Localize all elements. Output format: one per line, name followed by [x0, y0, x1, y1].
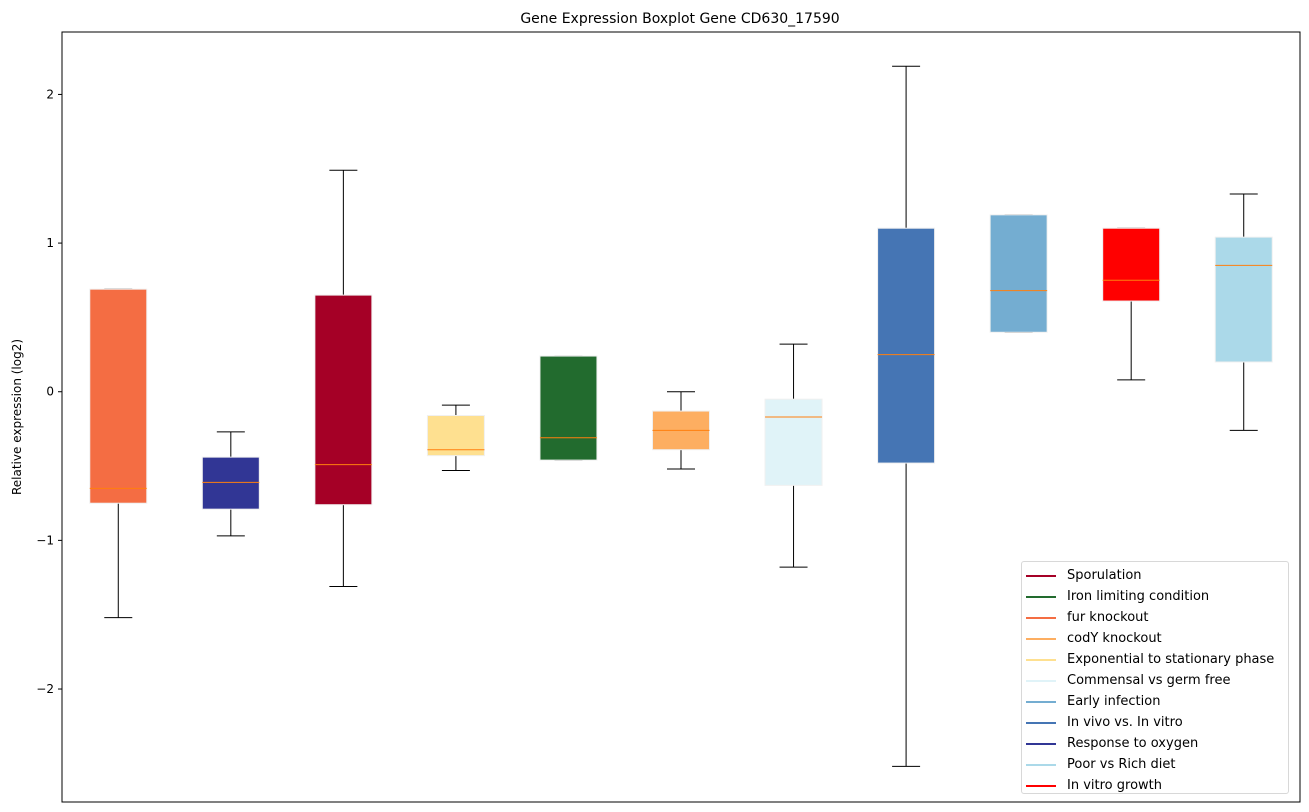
- box: [877, 227, 936, 464]
- legend-line-icon: [1026, 637, 1056, 640]
- legend-item: Early infection: [1022, 691, 1288, 712]
- legend-item: Poor vs Rich diet: [1022, 754, 1288, 775]
- box-group: [539, 355, 598, 461]
- legend-label: codY knockout: [1067, 631, 1162, 646]
- y-tick-label: −1: [36, 533, 54, 547]
- y-tick-label: 1: [46, 236, 54, 250]
- legend-label: Poor vs Rich diet: [1067, 757, 1176, 772]
- legend-item: codY knockout: [1022, 628, 1288, 649]
- legend-line-icon: [1026, 679, 1056, 682]
- box-group: [426, 404, 485, 472]
- legend-label: fur knockout: [1067, 610, 1149, 625]
- box: [539, 355, 598, 461]
- legend-line-icon: [1026, 700, 1056, 703]
- chart-title: Gene Expression Boxplot Gene CD630_17590: [520, 11, 839, 27]
- box-group: [201, 431, 260, 537]
- legend-label: Response to oxygen: [1067, 736, 1199, 751]
- y-tick-label: −2: [36, 682, 54, 696]
- y-tick-label: 2: [46, 87, 54, 101]
- legend-line-icon: [1026, 721, 1056, 724]
- legend-label: Early infection: [1067, 694, 1161, 709]
- legend-label: Commensal vs germ free: [1067, 673, 1231, 688]
- legend-item: In vitro growth: [1022, 775, 1288, 796]
- box: [426, 415, 485, 457]
- box: [89, 288, 148, 504]
- plot-frame: [61, 31, 1301, 803]
- legend-line-icon: [1026, 784, 1056, 787]
- box-group: [314, 169, 373, 587]
- box-group: [877, 65, 936, 767]
- legend-item: Iron limiting condition: [1022, 586, 1288, 607]
- y-axis-label: Relative expression (log2): [10, 339, 24, 495]
- box: [314, 294, 373, 506]
- box-group: [652, 391, 710, 470]
- legend-item: Response to oxygen: [1022, 733, 1288, 754]
- box-group: [1102, 227, 1161, 381]
- legend-item: In vivo vs. In vitro: [1022, 712, 1288, 733]
- legend-label: Sporulation: [1067, 568, 1142, 583]
- legend-label: In vitro growth: [1067, 778, 1162, 793]
- box-group: [764, 343, 823, 568]
- y-tick-label: 0: [46, 385, 54, 399]
- box: [1214, 236, 1273, 363]
- legend-line-icon: [1026, 595, 1056, 598]
- legend-line-icon: [1026, 763, 1056, 766]
- legend-line-icon: [1026, 742, 1056, 745]
- box-group: [989, 214, 1048, 333]
- legend-label: Exponential to stationary phase: [1067, 652, 1275, 667]
- box: [201, 456, 260, 510]
- box-group: [89, 288, 148, 619]
- legend-item: Commensal vs germ free: [1022, 670, 1288, 691]
- legend-label: Iron limiting condition: [1067, 589, 1210, 604]
- box: [989, 214, 1048, 333]
- legend-item: fur knockout: [1022, 607, 1288, 628]
- legend-line-icon: [1026, 574, 1056, 577]
- box: [1102, 227, 1161, 302]
- legend-item: Exponential to stationary phase: [1022, 649, 1288, 670]
- box-group: [1214, 193, 1273, 431]
- legend-item: Sporulation: [1022, 565, 1288, 586]
- legend-line-icon: [1026, 658, 1056, 661]
- legend-line-icon: [1026, 616, 1056, 619]
- legend-label: In vivo vs. In vitro: [1067, 715, 1183, 730]
- box: [764, 398, 823, 486]
- legend: Sporulation Iron limiting condition fur kn…: [1021, 561, 1289, 794]
